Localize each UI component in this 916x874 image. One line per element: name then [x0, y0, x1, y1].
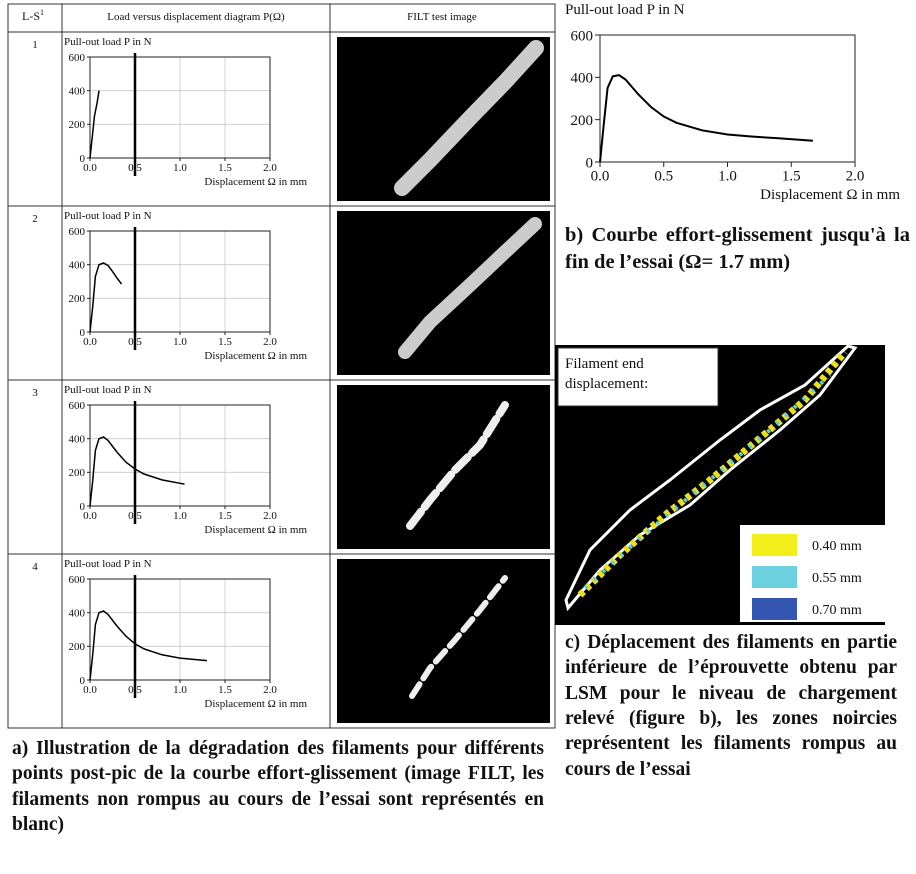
x-tick-label: 1.0 [173, 684, 187, 696]
x-tick-label: 0.0 [83, 336, 97, 348]
x-tick-label: 1.0 [718, 169, 737, 185]
header-image: FILT test image [407, 11, 477, 23]
x-tick-label: 0.0 [83, 510, 97, 522]
x-axis-label: Displacement Ω in mm [204, 698, 307, 710]
legend-swatch [752, 598, 797, 620]
line-series [89, 610, 208, 681]
line-series [89, 436, 185, 507]
header-diagram: Load versus displacement diagram P(Ω) [107, 11, 285, 23]
x-tick-label: 0.0 [83, 684, 97, 696]
caption-b: b) Courbe effort-glissement jusqu'à la f… [565, 224, 910, 273]
x-tick-label: 1.5 [218, 684, 232, 696]
y-tick-label: 400 [69, 608, 86, 620]
plot-frame [89, 404, 271, 507]
y-tick-label: 400 [69, 434, 86, 446]
header-sup: 1 [40, 8, 44, 17]
row-number: 3 [32, 387, 38, 399]
line-series [599, 74, 813, 163]
row-number: 4 [32, 561, 38, 573]
x-axis-label: Displacement Ω in mm [204, 176, 307, 188]
legend-swatch [752, 566, 797, 588]
x-tick-label: 2.0 [263, 336, 277, 348]
y-tick-label: 200 [571, 113, 594, 129]
x-tick-label: 0.0 [591, 169, 610, 185]
filt-image [337, 211, 550, 375]
legend-label: 0.70 mm [812, 603, 862, 618]
line-series [89, 90, 100, 159]
y-tick-label: 200 [69, 119, 86, 131]
line-series [89, 262, 123, 333]
y-tick-label: 200 [69, 641, 86, 653]
row-number: 1 [32, 39, 38, 51]
x-tick-label: 0.0 [83, 162, 97, 174]
x-tick-label: 2.0 [263, 162, 277, 174]
filt-image [337, 559, 550, 723]
y-tick-label: 0 [80, 675, 86, 687]
x-tick-label: 1.5 [218, 162, 232, 174]
caption-a: a) Illustration de la dégradation des fi… [12, 738, 544, 836]
caption-c: c) Déplacement des filaments en partie i… [565, 632, 897, 780]
x-tick-label: 1.5 [218, 510, 232, 522]
y-tick-label: 400 [69, 260, 86, 272]
lsm-label: Filament end displacement: [565, 356, 648, 392]
x-tick-label: 2.0 [263, 684, 277, 696]
x-tick-label: 1.5 [218, 336, 232, 348]
y-tick-label: 600 [69, 400, 86, 412]
lsm-label-line: displacement: [565, 376, 648, 392]
legend-swatch [752, 534, 797, 556]
x-tick-label: 1.0 [173, 510, 187, 522]
filt-image [337, 37, 550, 201]
lsm-image [555, 344, 885, 625]
y-tick-label: 400 [571, 71, 594, 87]
y-axis-label: Pull-out load P in N [64, 384, 152, 396]
filt-image [337, 385, 550, 549]
y-tick-label: 0 [80, 327, 86, 339]
legend-label: 0.40 mm [812, 539, 862, 554]
legend-label: 0.55 mm [812, 571, 862, 586]
y-tick-label: 0 [80, 153, 86, 165]
x-axis-label: Displacement Ω in mm [204, 524, 307, 536]
header-text: L-S [22, 9, 40, 23]
x-axis-label: Displacement Ω in mm [204, 350, 307, 362]
y-tick-label: 600 [69, 52, 86, 64]
y-tick-label: 200 [69, 467, 86, 479]
y-tick-label: 200 [69, 293, 86, 305]
x-tick-label: 1.0 [173, 162, 187, 174]
row-number: 2 [32, 213, 38, 225]
x-tick-label: 2.0 [846, 169, 865, 185]
plot-frame [89, 56, 271, 159]
header-ls: L-S1 [22, 8, 44, 23]
x-axis-label: Displacement Ω in mm [760, 187, 900, 203]
y-axis-label: Pull-out load P in N [64, 210, 152, 222]
y-tick-label: 400 [69, 86, 86, 98]
plot-frame [89, 230, 271, 333]
y-axis-label: Pull-out load P in N [64, 558, 152, 570]
lsm-label-line: Filament end [565, 356, 644, 372]
y-tick-label: 600 [69, 226, 86, 238]
x-tick-label: 1.5 [782, 169, 801, 185]
plot-frame [599, 34, 856, 163]
plot-frame [89, 578, 271, 681]
x-tick-label: 2.0 [263, 510, 277, 522]
x-tick-label: 0.5 [654, 169, 673, 185]
y-tick-label: 600 [571, 28, 594, 44]
y-axis-label: Pull-out load P in N [565, 2, 685, 18]
x-tick-label: 1.0 [173, 336, 187, 348]
y-tick-label: 600 [69, 574, 86, 586]
y-tick-label: 0 [80, 501, 86, 513]
table-frame [7, 3, 556, 729]
y-tick-label: 0 [586, 155, 594, 171]
y-axis-label: Pull-out load P in N [64, 36, 152, 48]
